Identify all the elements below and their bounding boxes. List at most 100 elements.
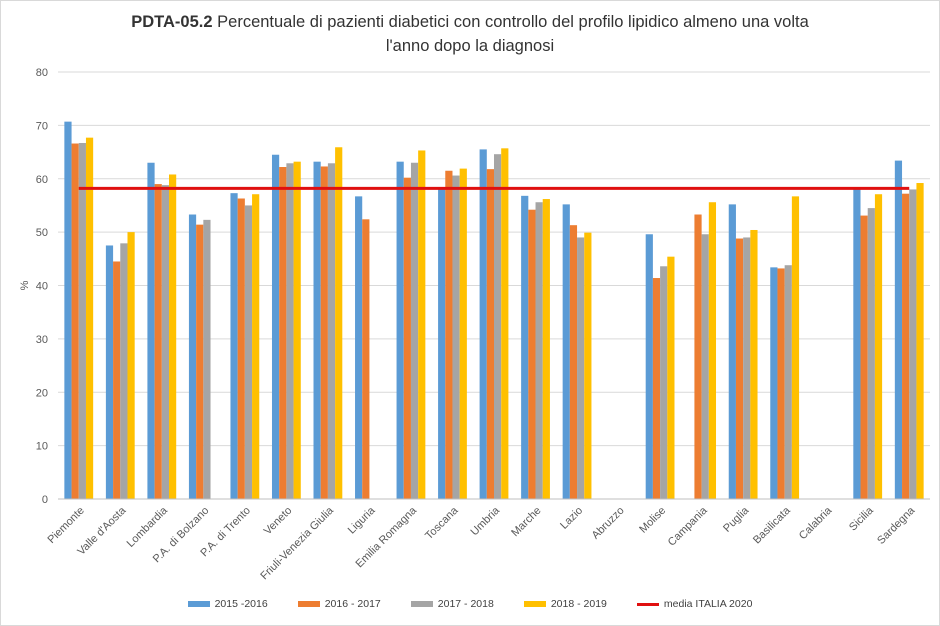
legend-swatch xyxy=(297,601,320,607)
bar-2015-2016 xyxy=(64,121,72,500)
x-tick-label: Sicilia xyxy=(847,504,876,533)
bar-2018-2019 xyxy=(667,256,675,499)
bar-2018-2019 xyxy=(501,148,509,500)
bar-2017-2018 xyxy=(577,237,585,499)
legend-label: 2016 - 2017 xyxy=(324,598,381,610)
bar-2017-2018 xyxy=(867,208,875,499)
bar-2018-2019 xyxy=(874,194,883,499)
bar-2015-2016 xyxy=(521,195,529,499)
bar-2016-2017 xyxy=(445,170,453,499)
legend-swatch xyxy=(187,601,210,607)
bar-2015-2016 xyxy=(479,149,487,500)
bar-2015-2016 xyxy=(105,245,114,499)
x-tick-label: Veneto xyxy=(262,505,295,538)
bar-2016-2017 xyxy=(113,261,121,499)
bar-2015-2016 xyxy=(271,154,280,499)
bar-2017-2018 xyxy=(743,237,751,499)
bar-2016-2017 xyxy=(320,166,328,499)
bar-2015-2016 xyxy=(770,267,778,499)
legend: 2015 -2016 2016 - 2017 2017 - 2018 2018 … xyxy=(0,598,940,610)
bar-2015-2016 xyxy=(396,161,404,500)
bar-2016-2017 xyxy=(735,238,744,499)
bar-2018-2019 xyxy=(584,232,592,499)
x-tick-label: Liguria xyxy=(346,504,378,536)
x-tick-label: Toscana xyxy=(423,504,461,542)
bar-2017-2018 xyxy=(410,162,419,500)
bar-2017-2018 xyxy=(161,185,170,499)
bar-2016-2017 xyxy=(237,198,245,499)
y-tick-label: 60 xyxy=(36,174,48,186)
bar-2018-2019 xyxy=(459,168,467,499)
x-tick-label: Abruzzo xyxy=(590,505,627,542)
bar-2016-2017 xyxy=(528,209,536,499)
bar-2017-2018 xyxy=(286,163,294,500)
bar-2018-2019 xyxy=(542,199,550,499)
y-axis-label: % xyxy=(19,280,31,290)
bar-2016-2017 xyxy=(403,177,411,499)
legend-swatch xyxy=(410,601,433,607)
y-tick-label: 30 xyxy=(36,334,48,346)
x-tick-label: Molise xyxy=(637,505,668,536)
bar-2017-2018 xyxy=(327,163,336,500)
legend-swatch xyxy=(636,602,659,606)
legend-item-2015-2016: 2015 -2016 xyxy=(187,598,268,610)
bar-2017-2018 xyxy=(660,266,668,499)
bar-2018-2019 xyxy=(335,147,343,500)
x-tick-label: Basilicata xyxy=(751,504,793,546)
x-tick-label: Friuli-Venezia Giulia xyxy=(258,504,336,582)
bar-2016-2017 xyxy=(694,214,702,500)
bar-2018-2019 xyxy=(708,202,717,500)
y-tick-label: 70 xyxy=(36,120,48,132)
x-tick-label: Sardegna xyxy=(875,504,918,547)
bar-2018-2019 xyxy=(127,232,135,499)
bar-2016-2017 xyxy=(569,225,578,499)
x-tick-label: Umbria xyxy=(469,504,503,538)
bar-2018-2019 xyxy=(418,150,426,499)
bar-2016-2017 xyxy=(860,215,868,500)
bar-2016-2017 xyxy=(71,143,79,499)
legend-item-2017-2018: 2017 - 2018 xyxy=(410,598,494,610)
bar-2018-2019 xyxy=(791,196,800,499)
bar-2016-2017 xyxy=(279,167,287,499)
legend-swatch xyxy=(523,601,546,607)
bar-2016-2017 xyxy=(652,278,661,499)
x-tick-label: Puglia xyxy=(721,504,752,535)
legend-label: media ITALIA 2020 xyxy=(663,598,753,610)
bar-2015-2016 xyxy=(313,161,321,500)
x-tick-label: Piemonte xyxy=(46,505,87,546)
legend-item-media-italia: media ITALIA 2020 xyxy=(636,598,753,610)
bar-2017-2018 xyxy=(494,154,502,499)
y-tick-label: 0 xyxy=(42,494,48,506)
y-tick-label: 80 xyxy=(36,67,48,79)
bar-2016-2017 xyxy=(777,268,785,499)
title-line-2: l'anno dopo la diagnosi xyxy=(385,37,555,55)
bar-2017-2018 xyxy=(244,205,253,499)
bar-2017-2018 xyxy=(120,243,128,499)
bar-2017-2018 xyxy=(909,189,917,500)
bar-2018-2019 xyxy=(293,161,301,500)
bar-2018-2019 xyxy=(916,183,924,499)
bar-2015-2016 xyxy=(147,162,155,500)
y-tick-label: 20 xyxy=(36,387,48,399)
bar-2017-2018 xyxy=(701,234,709,499)
y-tick-label: 50 xyxy=(36,227,48,239)
bar-2015-2016 xyxy=(188,214,197,500)
bar-2018-2019 xyxy=(252,194,260,499)
bar-2015-2016 xyxy=(562,204,570,499)
x-tick-label: Campania xyxy=(666,504,711,549)
y-tick-label: 40 xyxy=(36,281,48,293)
bar-2017-2018 xyxy=(784,265,792,499)
bar-2016-2017 xyxy=(486,169,494,499)
bar-2018-2019 xyxy=(750,229,758,500)
x-tick-label: Lazio xyxy=(558,505,585,532)
title-line-1: Percentuale di pazienti diabetici con co… xyxy=(217,13,809,31)
bar-2018-2019 xyxy=(85,137,94,499)
chart-title: PDTA-05.2 Percentuale di pazienti diabet… xyxy=(0,10,940,58)
bar-2015-2016 xyxy=(853,189,861,500)
bar-2016-2017 xyxy=(196,224,204,499)
legend-item-2016-2017: 2016 - 2017 xyxy=(297,598,381,610)
bar-2015-2016 xyxy=(230,193,238,499)
y-tick-label: 10 xyxy=(36,441,48,453)
bar-2017-2018 xyxy=(452,175,460,500)
